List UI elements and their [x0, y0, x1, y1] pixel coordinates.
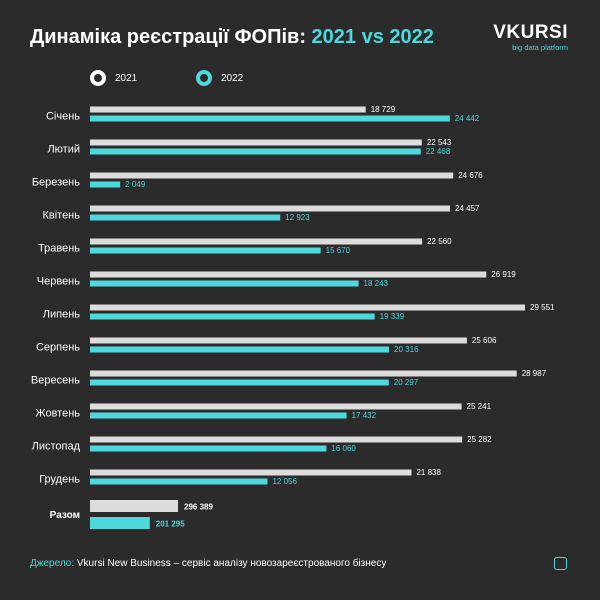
- bar-2022-lystopad: [90, 445, 327, 452]
- value-label-2021-kviten: 24 457: [455, 204, 480, 213]
- total-label: Разом: [50, 510, 80, 521]
- legend-label-2022: 2022: [221, 72, 244, 84]
- value-label-2022-veresen: 20 297: [394, 378, 419, 387]
- bar-2022-zhovten: [90, 412, 347, 419]
- bar-2021-hruden: [90, 469, 412, 476]
- brand-tagline: big data platform: [512, 43, 568, 52]
- value-label-2021-cherven: 26 919: [491, 270, 516, 279]
- category-label-zhovten: Жовтень: [35, 408, 80, 420]
- value-label-2021-hruden: 21 838: [416, 468, 441, 477]
- value-label-2022-zhovten: 17 432: [352, 411, 377, 420]
- bar-2022-sichen: [90, 115, 450, 122]
- source-note: Джерело: Vkursi New Business – сервіс ан…: [30, 558, 386, 569]
- category-label-sichen: Січень: [46, 111, 80, 123]
- category-label-kviten: Квітень: [42, 210, 80, 222]
- bar-2021-liutyi: [90, 139, 422, 146]
- bar-2021-serpen: [90, 337, 467, 344]
- bar-2021-berezen: [90, 172, 454, 179]
- category-label-cherven: Червень: [37, 276, 80, 288]
- category-label-berezen: Березень: [32, 177, 80, 189]
- value-label-2022-lystopad: 16 060: [331, 444, 356, 453]
- value-label-2022-berezen: 2 049: [125, 180, 146, 189]
- value-label-2021-lystopad: 25 282: [467, 435, 492, 444]
- category-label-veresen: Вересень: [31, 375, 80, 387]
- bar-2022-serpen: [90, 346, 390, 353]
- value-label-2021-zhovten: 25 241: [467, 402, 492, 411]
- category-label-lypen: Липень: [43, 309, 81, 321]
- legend-item-2021: 2021: [90, 70, 137, 86]
- legend-item-2022: 2022: [196, 70, 243, 86]
- value-label-2022-kviten: 12 923: [285, 213, 310, 222]
- value-label-2021-lypen: 29 551: [530, 303, 555, 312]
- legend-label-2021: 2021: [115, 72, 138, 84]
- title-accent: 2021 vs 2022: [311, 26, 434, 48]
- category-label-traven: Травень: [38, 243, 80, 255]
- value-label-2021-liutyi: 22 543: [427, 138, 452, 147]
- bar-2021-cherven: [90, 271, 487, 278]
- total-value-2021: 296 389: [184, 503, 213, 512]
- value-label-2021-traven: 22 560: [427, 237, 452, 246]
- bar-2022-kviten: [90, 214, 281, 221]
- bar-2021-traven: [90, 238, 423, 245]
- total-bar-2022: [90, 517, 150, 529]
- bar-2022-veresen: [90, 379, 389, 386]
- bar-2021-zhovten: [90, 403, 462, 410]
- value-label-2021-berezen: 24 676: [458, 171, 483, 180]
- value-label-2022-traven: 15 670: [326, 246, 351, 255]
- bar-2022-liutyi: [90, 148, 421, 155]
- category-label-liutyi: Лютий: [47, 144, 80, 156]
- ring-icon-2022: [196, 70, 212, 86]
- page-title: Динаміка реєстрації ФОПів: 2021 vs 2022: [30, 26, 434, 49]
- value-label-2022-lypen: 19 339: [380, 312, 405, 321]
- source-label: Джерело:: [30, 558, 75, 569]
- bar-2022-traven: [90, 247, 321, 254]
- ring-icon-2021: [90, 70, 106, 86]
- total-value-2022: 201 295: [156, 520, 185, 529]
- bar-2021-sichen: [90, 106, 366, 113]
- value-label-2022-liutyi: 22 468: [426, 147, 451, 156]
- bar-2021-kviten: [90, 205, 451, 212]
- category-label-lystopad: Листопад: [32, 441, 81, 453]
- square-icon: [554, 557, 567, 570]
- bar-2021-veresen: [90, 370, 517, 377]
- brand-name: VKURSI: [493, 22, 568, 43]
- value-label-2021-veresen: 28 987: [522, 369, 547, 378]
- category-label-serpen: Серпень: [36, 342, 80, 354]
- value-label-2022-cherven: 18 243: [364, 279, 389, 288]
- bar-2022-berezen: [90, 181, 121, 188]
- value-label-2021-serpen: 25 606: [472, 336, 497, 345]
- value-label-2022-serpen: 20 316: [394, 345, 419, 354]
- value-label-2022-hruden: 12 056: [272, 477, 297, 486]
- value-label-2021-sichen: 18 729: [371, 105, 396, 114]
- category-label-hruden: Грудень: [39, 474, 80, 486]
- bar-2021-lypen: [90, 304, 525, 311]
- bar-2022-cherven: [90, 280, 359, 287]
- source-text: Vkursi New Business – сервіс аналізу нов…: [74, 558, 387, 569]
- value-label-2022-sichen: 24 442: [455, 114, 480, 123]
- bar-2022-lypen: [90, 313, 375, 320]
- total-bar-2021: [90, 500, 178, 512]
- brand-logo: VKURSI big data platform: [493, 22, 568, 52]
- bar-2022-hruden: [90, 478, 268, 485]
- bar-2021-lystopad: [90, 436, 463, 443]
- title-main: Динаміка реєстрації ФОПів:: [30, 26, 306, 48]
